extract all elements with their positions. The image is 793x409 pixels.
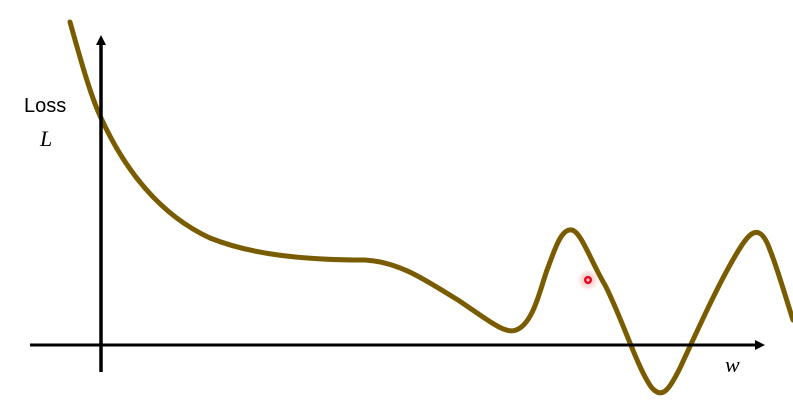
current-point-center bbox=[586, 278, 590, 282]
y-axis-symbol: L bbox=[39, 126, 52, 151]
x-axis-symbol: w bbox=[725, 352, 740, 377]
y-axis-label: Loss bbox=[24, 95, 66, 117]
loss-curve bbox=[67, 19, 793, 396]
